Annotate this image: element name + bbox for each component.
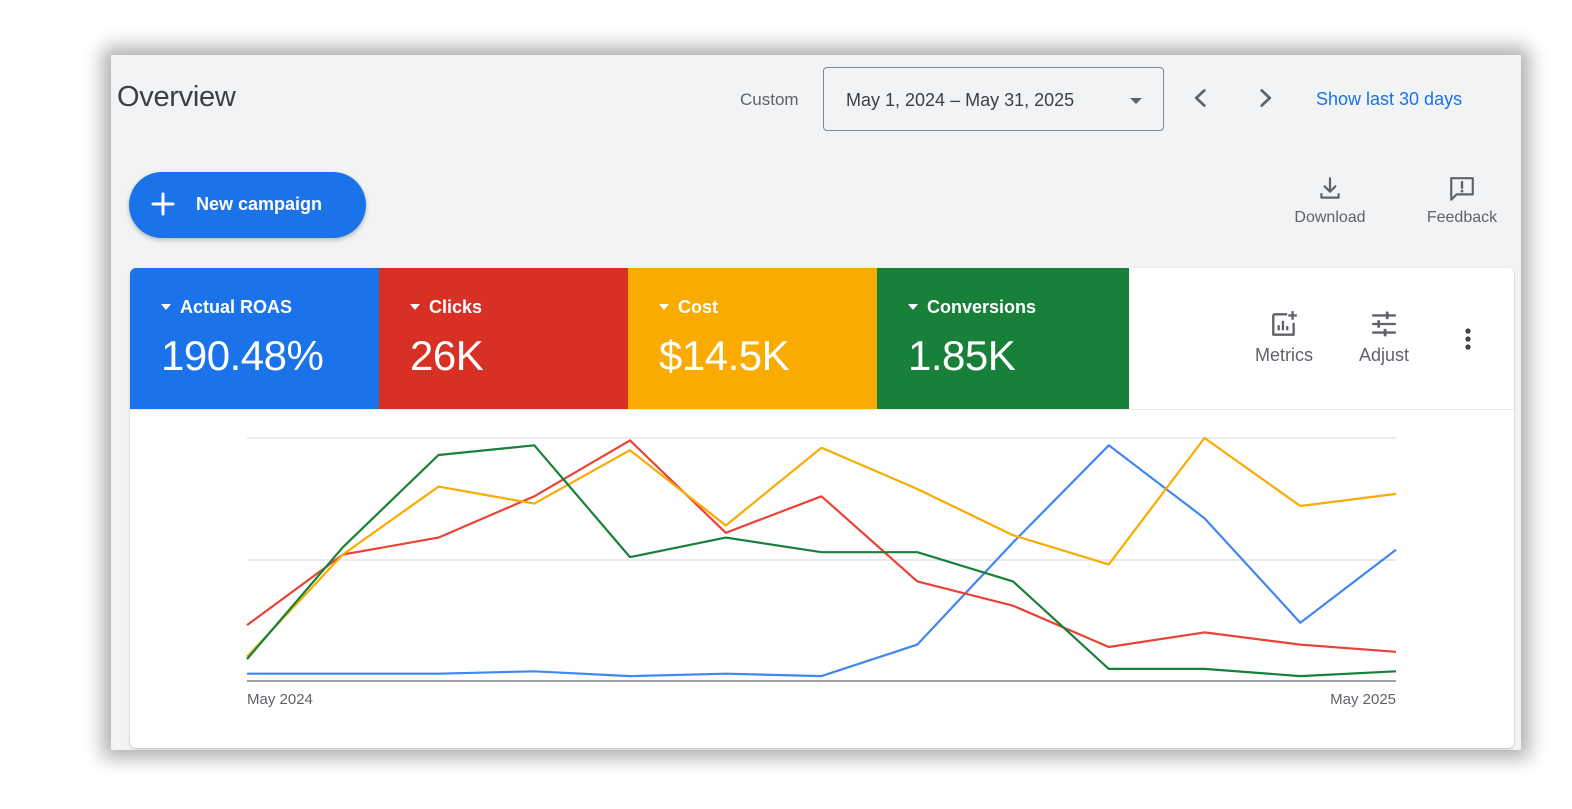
dropdown-caret-icon [1130,98,1142,104]
metric-label: Conversions [908,297,1036,318]
more-options-button[interactable] [1458,326,1478,359]
x-tick-label-start: May 2024 [247,691,313,708]
show-last-30-days-link[interactable]: Show last 30 days [1316,89,1463,109]
download-icon [1320,177,1340,199]
adjust-button[interactable]: Adjust [1344,309,1424,366]
previous-period-button[interactable] [1185,83,1215,113]
adjust-label: Adjust [1358,345,1410,365]
page-title: Overview [117,81,236,113]
metric-value: $14.5K [659,332,790,379]
overview-panel: Overview Custom May 1, 2024 – May 31, 20… [111,55,1521,750]
chevron-right-icon [1260,89,1272,107]
metric-tile-actual-roas[interactable]: Actual ROAS 190.48% [130,268,380,409]
metric-tile-cost[interactable]: Cost $14.5K [628,268,878,409]
metric-label: Cost [659,297,718,318]
feedback-label: Feedback [1426,209,1498,226]
metric-label: Clicks [410,297,482,318]
chevron-left-icon [1194,89,1206,107]
metric-value: 1.85K [908,332,1016,379]
feedback-button[interactable]: Feedback [1422,175,1502,227]
metrics-label: Metrics [1255,345,1313,365]
date-range-select[interactable]: May 1, 2024 – May 31, 2025 [823,67,1164,131]
series-line-2 [246,436,1397,658]
performance-card: Actual ROAS 190.48% Clicks 26K Cost $14.… [130,268,1514,748]
metric-label: Actual ROAS [161,297,292,318]
new-campaign-label: New campaign [196,194,323,214]
metric-tile-clicks[interactable]: Clicks 26K [379,268,629,409]
feedback-icon [1450,177,1474,201]
metric-tile-conversions[interactable]: Conversions 1.85K [877,268,1129,409]
dropdown-caret-icon [659,304,669,310]
next-period-button[interactable] [1251,83,1281,113]
metrics-button[interactable]: Metrics [1244,309,1324,366]
metric-value: 190.48% [161,332,324,379]
x-tick-label-end: May 2025 [1330,691,1396,708]
series-line-1 [246,439,1397,653]
series-line-3 [246,444,1397,678]
series-layer [246,436,1397,678]
series-line-0 [247,444,1397,678]
more-vert-icon [1465,328,1471,350]
tune-icon [1372,311,1396,337]
download-button[interactable]: Download [1290,175,1370,227]
download-label: Download [1294,209,1366,226]
dropdown-caret-icon [908,304,918,310]
new-campaign-button[interactable]: New campaign [129,172,366,238]
card-divider [130,409,1514,410]
dropdown-caret-icon [161,304,171,310]
date-range-value: May 1, 2024 – May 31, 2025 [846,90,1075,110]
plus-icon [151,192,175,216]
performance-line-chart: May 2024 May 2025 [246,436,1397,708]
dropdown-caret-icon [410,304,420,310]
date-range-type-label: Custom [740,90,799,109]
metric-value: 26K [410,332,484,379]
bar-chart-add-icon [1272,311,1297,336]
